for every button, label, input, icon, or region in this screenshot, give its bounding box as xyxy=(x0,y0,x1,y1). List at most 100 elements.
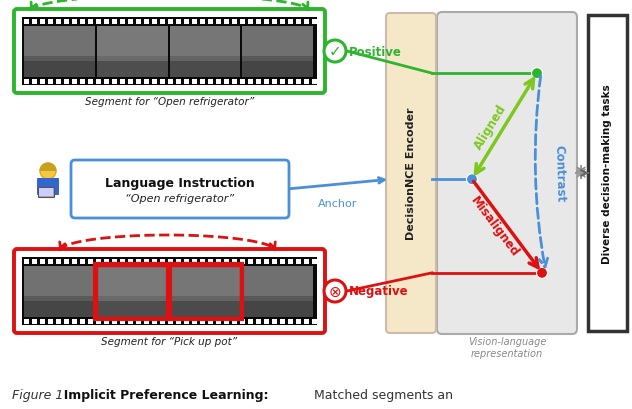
Bar xyxy=(23,319,28,324)
Circle shape xyxy=(466,174,478,185)
Bar xyxy=(152,79,157,84)
Bar xyxy=(63,20,68,25)
Bar xyxy=(248,79,253,84)
Bar xyxy=(191,319,197,324)
Bar xyxy=(159,20,164,25)
Bar xyxy=(39,319,44,324)
Bar xyxy=(169,27,240,77)
Text: *: * xyxy=(576,164,586,183)
Bar xyxy=(152,20,157,25)
Bar xyxy=(159,79,164,84)
Bar xyxy=(32,79,37,84)
Bar xyxy=(200,20,205,25)
Bar xyxy=(176,20,181,25)
Bar xyxy=(97,27,167,77)
Bar xyxy=(80,79,85,84)
Bar xyxy=(231,319,236,324)
Bar xyxy=(303,319,308,324)
Bar xyxy=(169,301,240,317)
Bar xyxy=(216,79,221,84)
Bar xyxy=(176,319,181,324)
Circle shape xyxy=(532,68,542,79)
Bar xyxy=(71,79,76,84)
Bar xyxy=(39,189,53,196)
Bar xyxy=(63,79,68,84)
Bar xyxy=(128,20,133,25)
Bar xyxy=(264,259,269,264)
Bar xyxy=(303,20,308,25)
Bar xyxy=(167,264,242,319)
Bar xyxy=(242,266,313,297)
Bar xyxy=(97,266,167,297)
Bar xyxy=(119,20,125,25)
Circle shape xyxy=(40,164,56,180)
FancyBboxPatch shape xyxy=(71,161,289,218)
Bar xyxy=(312,259,317,264)
Bar xyxy=(288,319,293,324)
FancyBboxPatch shape xyxy=(386,14,436,333)
Bar xyxy=(255,319,260,324)
Bar xyxy=(56,259,61,264)
Bar xyxy=(80,20,85,25)
Bar xyxy=(191,259,197,264)
Bar xyxy=(97,62,167,77)
Bar xyxy=(152,319,157,324)
Bar xyxy=(23,79,28,84)
Bar xyxy=(39,79,44,84)
Wedge shape xyxy=(39,163,56,172)
Bar xyxy=(296,79,300,84)
Bar xyxy=(272,20,277,25)
Bar xyxy=(242,266,313,317)
Bar xyxy=(279,20,284,25)
Bar xyxy=(95,20,100,25)
Bar xyxy=(143,20,149,25)
Bar xyxy=(288,79,293,84)
Bar xyxy=(167,319,173,324)
Bar xyxy=(224,259,229,264)
Bar xyxy=(47,319,52,324)
Bar xyxy=(23,20,28,25)
Bar xyxy=(97,301,167,317)
Bar xyxy=(167,79,173,84)
Text: “Open refrigerator”: “Open refrigerator” xyxy=(125,193,234,204)
FancyBboxPatch shape xyxy=(588,16,627,331)
Bar xyxy=(47,259,52,264)
Bar xyxy=(87,319,92,324)
Bar xyxy=(135,259,140,264)
Bar xyxy=(288,20,293,25)
Bar xyxy=(248,259,253,264)
Bar xyxy=(32,259,37,264)
Bar xyxy=(169,265,241,318)
Bar xyxy=(135,319,140,324)
Bar xyxy=(32,319,37,324)
Bar xyxy=(303,79,308,84)
Circle shape xyxy=(324,280,346,302)
Bar xyxy=(183,319,188,324)
Bar xyxy=(38,188,54,198)
Text: Aligned: Aligned xyxy=(472,102,509,152)
Bar xyxy=(111,20,116,25)
Bar xyxy=(242,62,313,77)
Bar xyxy=(104,79,109,84)
Bar xyxy=(143,79,149,84)
Bar xyxy=(288,259,293,264)
Bar xyxy=(95,259,100,264)
Bar xyxy=(279,79,284,84)
Bar xyxy=(119,259,125,264)
Bar xyxy=(272,319,277,324)
Bar xyxy=(169,62,240,77)
Bar xyxy=(47,20,52,25)
Bar xyxy=(32,20,37,25)
Bar xyxy=(71,259,76,264)
Bar xyxy=(95,319,100,324)
Bar xyxy=(104,319,109,324)
Circle shape xyxy=(537,267,547,279)
Bar xyxy=(240,20,245,25)
Bar xyxy=(264,319,269,324)
Bar xyxy=(224,319,229,324)
Bar xyxy=(296,259,300,264)
Text: Implicit Preference Learning:: Implicit Preference Learning: xyxy=(55,389,269,402)
Bar xyxy=(95,264,169,319)
Bar xyxy=(176,79,181,84)
Bar xyxy=(87,79,92,84)
